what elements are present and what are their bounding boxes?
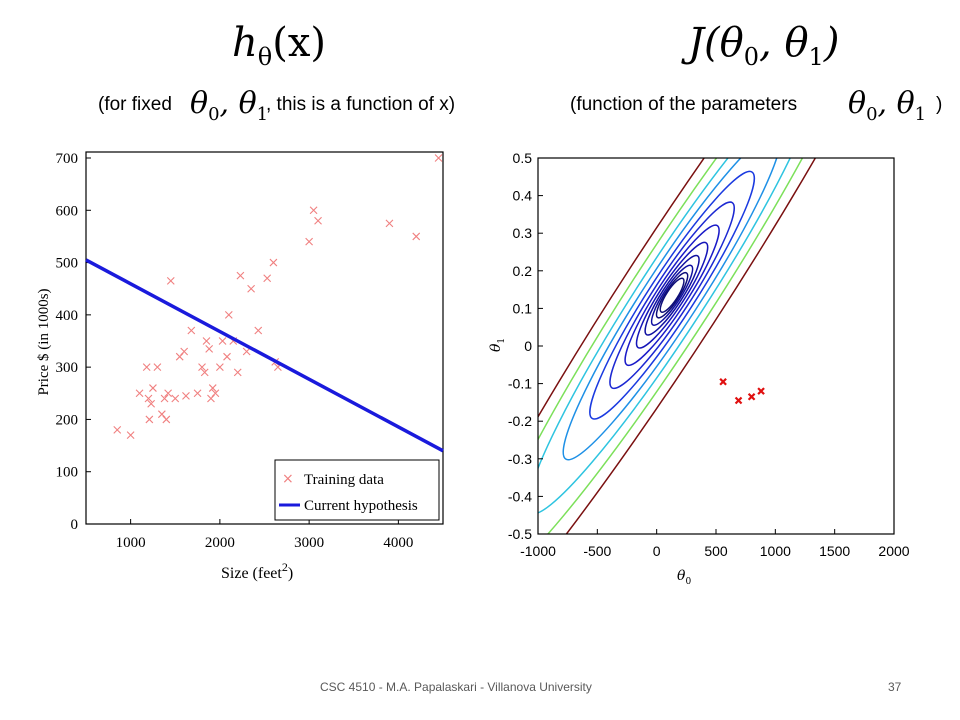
left-plot-frame (85, 151, 444, 525)
page-number: 37 (888, 680, 902, 694)
training-point (164, 389, 172, 398)
left-caption-prefix: (for fixed (98, 94, 172, 115)
left-y-tick-label: 200 (56, 412, 79, 428)
training-point (211, 389, 220, 398)
training-point (242, 347, 251, 356)
training-point (171, 394, 180, 403)
training-point (305, 237, 314, 246)
training-point (263, 274, 272, 283)
training-point (144, 394, 153, 403)
left-x-tick-label: 2000 (205, 535, 235, 551)
training-point (254, 326, 263, 335)
left-x-tick-label: 3000 (294, 535, 324, 551)
training-point (385, 219, 394, 228)
left-y-tick-label: 300 (56, 360, 79, 376)
training-point (166, 276, 175, 285)
training-point (193, 389, 202, 398)
legend-training-label: Training data (304, 472, 384, 488)
training-point (180, 347, 189, 356)
training-point (236, 271, 245, 280)
training-data-points (113, 154, 443, 440)
training-point (187, 326, 196, 335)
training-point (314, 216, 322, 225)
training-point (200, 368, 209, 377)
left-y-tick-label: 500 (56, 256, 79, 272)
training-point (309, 206, 318, 215)
training-point (233, 368, 242, 377)
training-point (434, 154, 443, 162)
left-y-tick-label: 600 (56, 203, 79, 219)
training-point (162, 415, 171, 424)
training-point (147, 399, 156, 408)
training-point (215, 363, 224, 372)
training-point (160, 394, 169, 403)
training-point (135, 389, 144, 398)
left-x-tick-label: 1000 (116, 535, 146, 551)
left-axis-ticks: 1000 2000 3000 4000 0 100 200 300 400 500 600 700 (56, 151, 414, 551)
training-point (145, 415, 154, 424)
training-point (208, 384, 217, 392)
left-legend: × Training data Current hypothesis (274, 459, 440, 521)
legend-hypothesis-label: Current hypothesis (304, 498, 418, 514)
training-point (142, 363, 151, 372)
slide-footer: CSC 4510 - M.A. Papalaskari - Villanova … (320, 680, 592, 694)
training-point (198, 363, 206, 372)
left-y-tick-label: 700 (56, 151, 79, 167)
right-caption-prefix: (function of the parameters (570, 94, 798, 115)
hypothesis-line (85, 258, 444, 453)
left-caption-suffix: , this is a function of x) (266, 94, 456, 115)
training-point (149, 384, 157, 392)
training-point (247, 284, 256, 293)
left-y-tick-label: 100 (56, 465, 79, 481)
training-point (205, 344, 214, 353)
left-x-axis-label: Size (feet2) (221, 560, 293, 582)
training-point (182, 392, 190, 400)
training-point (412, 232, 421, 241)
legend-training-marker: × (282, 471, 294, 487)
left-x-tick-label: 4000 (383, 535, 413, 551)
training-point (224, 310, 233, 319)
right-caption-suffix: ) (936, 94, 943, 115)
left-y-tick-label: 400 (56, 308, 79, 324)
theta-params-left: θ0, θ1 (190, 86, 269, 125)
hypothesis-title: hθ(x) (232, 20, 326, 71)
legend-box (274, 459, 440, 521)
cost-function-title: J(θ0, θ1) (688, 20, 840, 71)
training-point (269, 258, 278, 267)
training-point (126, 431, 135, 440)
left-y-tick-label: 0 (71, 517, 79, 533)
training-point (153, 363, 162, 372)
training-point (202, 337, 211, 345)
training-point (113, 425, 122, 434)
training-point (223, 352, 231, 361)
left-y-axis-label: Price $ (in 1000s) (36, 288, 52, 395)
training-point (218, 337, 227, 345)
theta-params-right: θ0, θ1 (848, 86, 927, 125)
